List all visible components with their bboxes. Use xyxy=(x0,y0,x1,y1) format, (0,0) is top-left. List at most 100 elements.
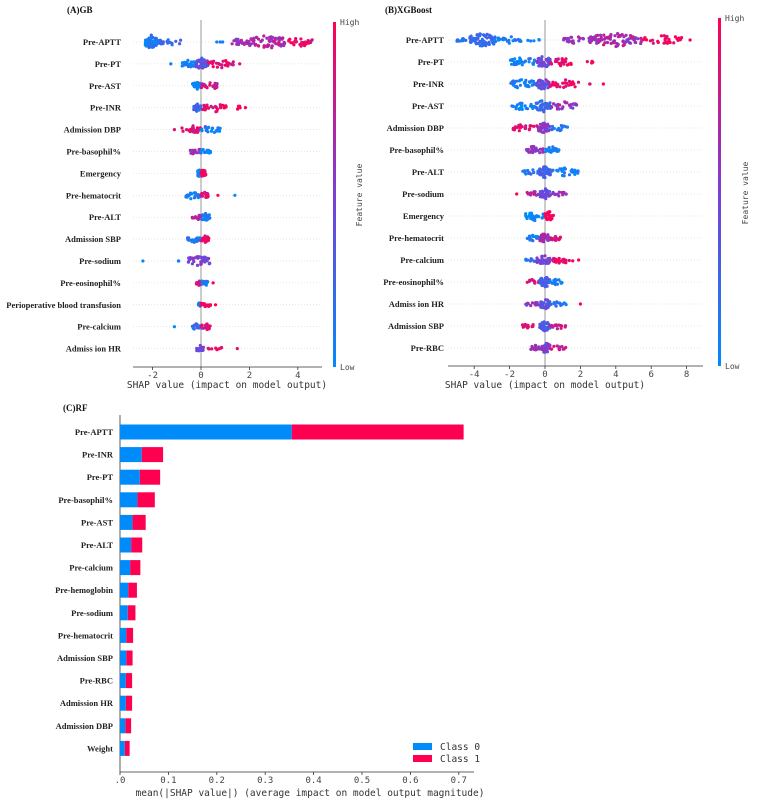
bar-class1 xyxy=(132,514,146,530)
shap-dot xyxy=(531,79,536,84)
shap-dot xyxy=(192,81,196,85)
shap-dot xyxy=(538,239,542,243)
shap-dot xyxy=(257,44,261,48)
shap-dot xyxy=(547,80,551,84)
shap-dot xyxy=(553,192,558,196)
shap-dot xyxy=(665,34,669,39)
legend-label-class0: Class 0 xyxy=(440,742,480,753)
shap-dot xyxy=(609,33,613,37)
shap-dot xyxy=(181,129,185,133)
feature-label: Pre-sodium xyxy=(79,256,121,266)
shap-dot xyxy=(478,44,482,48)
shap-dot xyxy=(547,172,551,176)
shap-dot xyxy=(563,81,567,85)
shap-dot xyxy=(203,108,207,112)
x-tick-label: 4 xyxy=(295,371,300,381)
shap-dot xyxy=(546,321,550,325)
shap-dot xyxy=(555,85,559,89)
shap-dot xyxy=(201,107,205,112)
x-tick-label: 0.6 xyxy=(402,776,418,786)
shap-dot xyxy=(567,258,571,263)
shap-dot xyxy=(141,259,145,263)
shap-dot xyxy=(535,260,539,264)
shap-dot xyxy=(550,105,554,109)
shap-dot xyxy=(531,233,535,237)
bar-class0 xyxy=(120,605,128,621)
bar-label: Pre-AST xyxy=(81,517,113,527)
shap-dot xyxy=(551,168,555,172)
shap-dot xyxy=(544,277,548,281)
shap-dot xyxy=(555,168,559,172)
shap-dot xyxy=(525,236,529,240)
bar-label: Pre-hemoglobin xyxy=(55,585,113,595)
shap-dot xyxy=(226,64,230,68)
shap-dot xyxy=(200,82,204,86)
feature-label: Pre-ALT xyxy=(412,167,444,177)
shap-dot xyxy=(189,149,193,153)
shap-dot xyxy=(587,39,591,43)
shap-dot xyxy=(517,129,521,133)
shap-dot xyxy=(223,63,227,67)
bar-class0 xyxy=(120,537,132,553)
shap-dot xyxy=(268,35,272,39)
shap-dot xyxy=(215,348,219,352)
shap-dot xyxy=(546,325,550,329)
shap-dot xyxy=(519,78,524,82)
bar-label: Pre-ALT xyxy=(81,540,113,550)
shap-dot xyxy=(534,146,538,150)
shap-dot xyxy=(524,172,528,176)
bar-class0 xyxy=(120,492,138,508)
shap-dot xyxy=(215,40,219,44)
bar-class1 xyxy=(126,627,134,643)
shap-dot xyxy=(277,36,282,40)
shap-dot xyxy=(191,326,195,330)
shap-dot xyxy=(199,60,203,64)
shap-dot xyxy=(566,36,570,41)
shap-dot xyxy=(300,41,305,45)
feature-label: Pre-basophil% xyxy=(389,145,444,155)
shap-dot xyxy=(544,64,548,68)
shap-dot xyxy=(219,106,223,110)
shap-dot xyxy=(203,150,207,154)
shap-dot xyxy=(530,301,535,305)
shap-dot xyxy=(482,39,486,43)
shap-dot xyxy=(187,238,191,242)
shap-dot xyxy=(540,216,544,220)
shap-dot xyxy=(537,38,541,42)
shap-dot xyxy=(545,124,549,128)
shap-dot xyxy=(546,261,550,265)
shap-dot xyxy=(561,193,565,197)
shap-dot xyxy=(536,127,541,131)
shap-dot xyxy=(564,261,568,265)
shap-dot xyxy=(515,192,519,196)
shap-dot xyxy=(191,63,195,67)
shap-dot xyxy=(526,38,530,43)
shap-dot xyxy=(193,85,197,89)
shap-dot xyxy=(609,41,613,46)
bar-class1 xyxy=(125,695,133,711)
shap-dot xyxy=(545,189,549,193)
shap-dot xyxy=(211,84,215,88)
feature-label: Admission SBP xyxy=(65,234,121,244)
panel-c-title: (C)RF xyxy=(63,403,88,413)
shap-dot xyxy=(564,303,568,307)
shap-dot xyxy=(560,302,565,306)
shap-dot xyxy=(531,168,535,172)
feature-label: Perioperative blood transfusion xyxy=(6,300,121,310)
shap-dot xyxy=(591,60,595,64)
shap-dot xyxy=(510,58,515,62)
shap-dot xyxy=(204,195,208,199)
shap-dot xyxy=(204,192,208,196)
shap-dot xyxy=(530,344,534,349)
shap-dot xyxy=(578,302,583,306)
shap-dot xyxy=(527,128,531,132)
shap-dot xyxy=(205,85,209,89)
shap-dot xyxy=(542,259,546,263)
shap-dot xyxy=(544,346,548,350)
shap-dot xyxy=(289,41,293,45)
shap-dot xyxy=(233,193,237,197)
shap-dot xyxy=(510,62,514,66)
shap-dot xyxy=(529,39,533,43)
shap-dot xyxy=(561,58,565,62)
shap-dot xyxy=(616,35,621,39)
